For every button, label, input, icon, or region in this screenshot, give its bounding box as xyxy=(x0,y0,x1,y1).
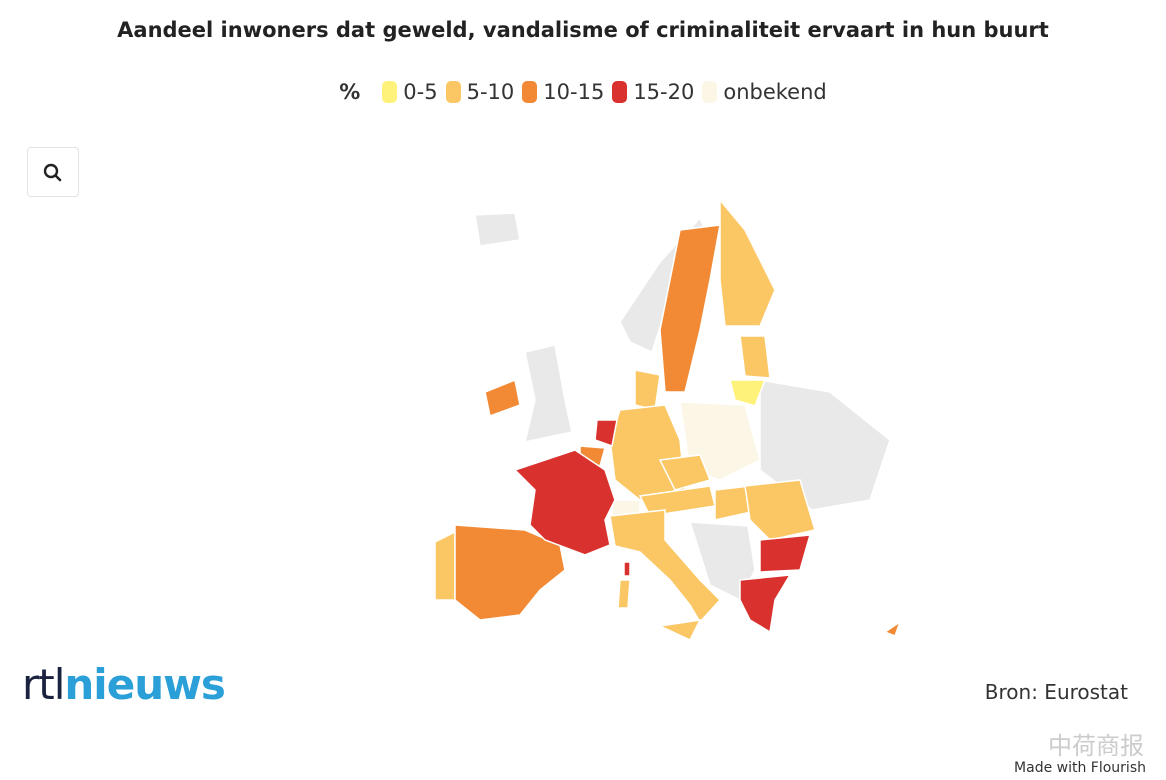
country xyxy=(719,197,776,327)
watermark: 中荷商报 xyxy=(1048,732,1144,760)
country xyxy=(594,419,618,447)
credit[interactable]: Made with Flourish xyxy=(1014,760,1146,776)
legend-label: 0-5 xyxy=(403,80,438,104)
legend-label: 15-20 xyxy=(633,80,695,104)
title: Aandeel inwoners dat geweld, vandalisme … xyxy=(117,18,1049,42)
country xyxy=(434,530,456,601)
country xyxy=(739,335,771,379)
country xyxy=(634,369,661,411)
source: Bron: Eurostat xyxy=(984,680,1128,704)
country xyxy=(617,579,631,609)
logo-part: nieuws xyxy=(64,660,225,709)
country xyxy=(657,619,702,641)
country xyxy=(454,524,566,621)
country xyxy=(659,224,721,393)
legend-unit: % xyxy=(339,80,361,104)
country xyxy=(739,574,792,634)
legend-swatch xyxy=(702,81,718,103)
legend: % 0-5 5-10 10-15 15-20 onbekend xyxy=(0,80,1166,104)
legend-swatch xyxy=(382,81,398,103)
country xyxy=(623,561,631,577)
legend-label: onbekend xyxy=(723,80,827,104)
legend-label: 5-10 xyxy=(466,80,515,104)
country xyxy=(484,378,521,418)
country xyxy=(883,620,902,637)
search-icon xyxy=(43,163,62,182)
country xyxy=(658,454,712,491)
country xyxy=(759,534,812,573)
legend-label: 10-15 xyxy=(543,80,605,104)
logo-part: rtl xyxy=(22,660,65,709)
country xyxy=(744,479,816,541)
country xyxy=(729,379,767,407)
legend-swatch xyxy=(612,81,628,103)
logo: rtlnieuws xyxy=(22,660,226,709)
legend-swatch xyxy=(445,81,461,103)
legend-swatch xyxy=(522,81,538,103)
search-button[interactable] xyxy=(27,147,79,197)
country xyxy=(609,509,722,624)
country xyxy=(513,449,616,556)
